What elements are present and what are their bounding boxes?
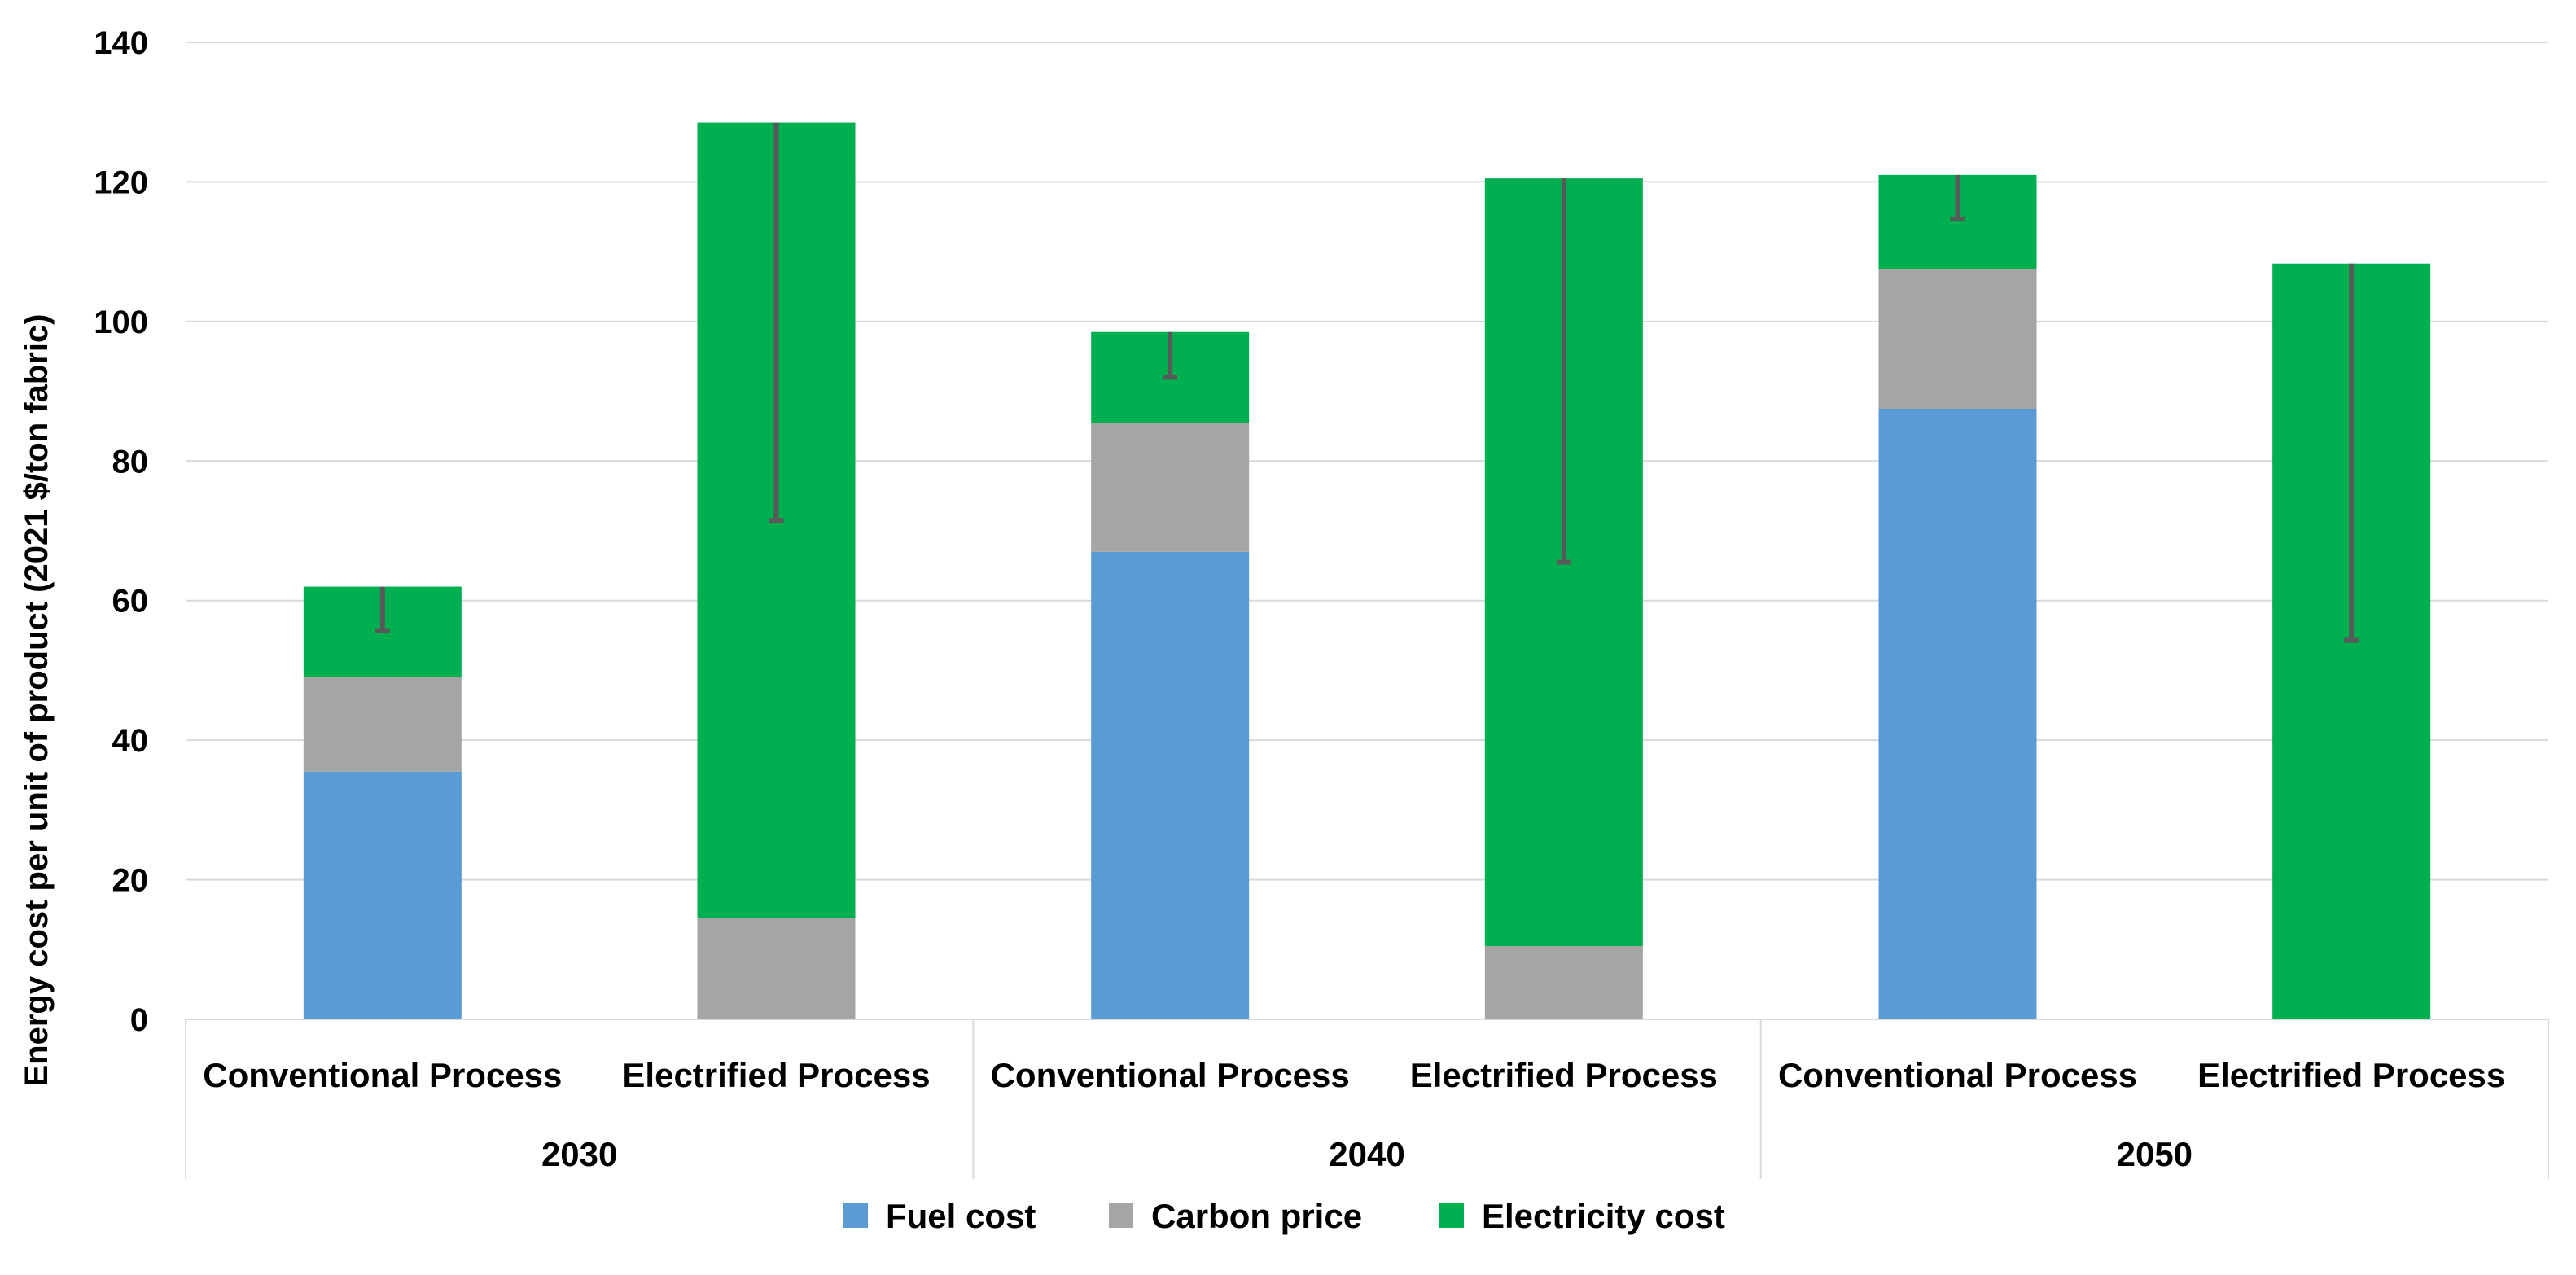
bar-fuel-cost: [1091, 551, 1250, 1019]
y-tick-label: 100: [94, 305, 148, 340]
x-tick-label: Conventional Process: [991, 1056, 1350, 1094]
legend-label: Electricity cost: [1482, 1197, 1725, 1235]
legend-label: Carbon price: [1151, 1197, 1362, 1235]
group-label: 2050: [2117, 1135, 2193, 1173]
y-tick-label: 80: [112, 444, 149, 480]
y-tick-label: 120: [94, 164, 148, 200]
x-tick-label: Conventional Process: [1778, 1056, 2137, 1094]
x-tick-label: Electrified Process: [1410, 1056, 1718, 1094]
legend-swatch: [1439, 1203, 1464, 1228]
legend: Fuel cost Carbon price Electricity cost: [843, 1197, 1725, 1235]
bar-carbon-price: [697, 918, 856, 1019]
bar-fuel-cost: [1878, 409, 2037, 1019]
legend-swatch: [843, 1203, 868, 1228]
y-tick-label: 60: [112, 584, 149, 620]
bar-carbon-price: [1484, 946, 1643, 1019]
bar-carbon-price: [303, 677, 462, 772]
bar-carbon-price: [1091, 423, 1250, 552]
bars: [303, 122, 2431, 1019]
y-tick-label: 140: [94, 25, 148, 61]
error-bars: [375, 122, 2359, 643]
group-label: 2040: [1329, 1135, 1404, 1173]
y-axis-ticks: 0 20 40 60 80 100 120 140: [94, 25, 148, 1038]
gridlines: [186, 42, 2548, 881]
group-label: 2030: [541, 1135, 617, 1173]
x-tick-label: Electrified Process: [622, 1056, 930, 1094]
legend-swatch: [1109, 1203, 1133, 1228]
bar-fuel-cost: [303, 771, 462, 1019]
y-tick-label: 40: [112, 723, 149, 759]
legend-label: Fuel cost: [886, 1197, 1036, 1235]
x-axis: Conventional Process Electrified Process 2…: [185, 1019, 2549, 1179]
bar-carbon-price: [1878, 269, 2037, 409]
y-axis-label: Energy cost per unit of product (2021 $/…: [19, 313, 55, 1086]
y-tick-label: 20: [112, 863, 149, 899]
y-tick-label: 0: [130, 1002, 148, 1038]
x-tick-label: Electrified Process: [2197, 1056, 2505, 1094]
x-tick-label: Conventional Process: [203, 1056, 562, 1094]
